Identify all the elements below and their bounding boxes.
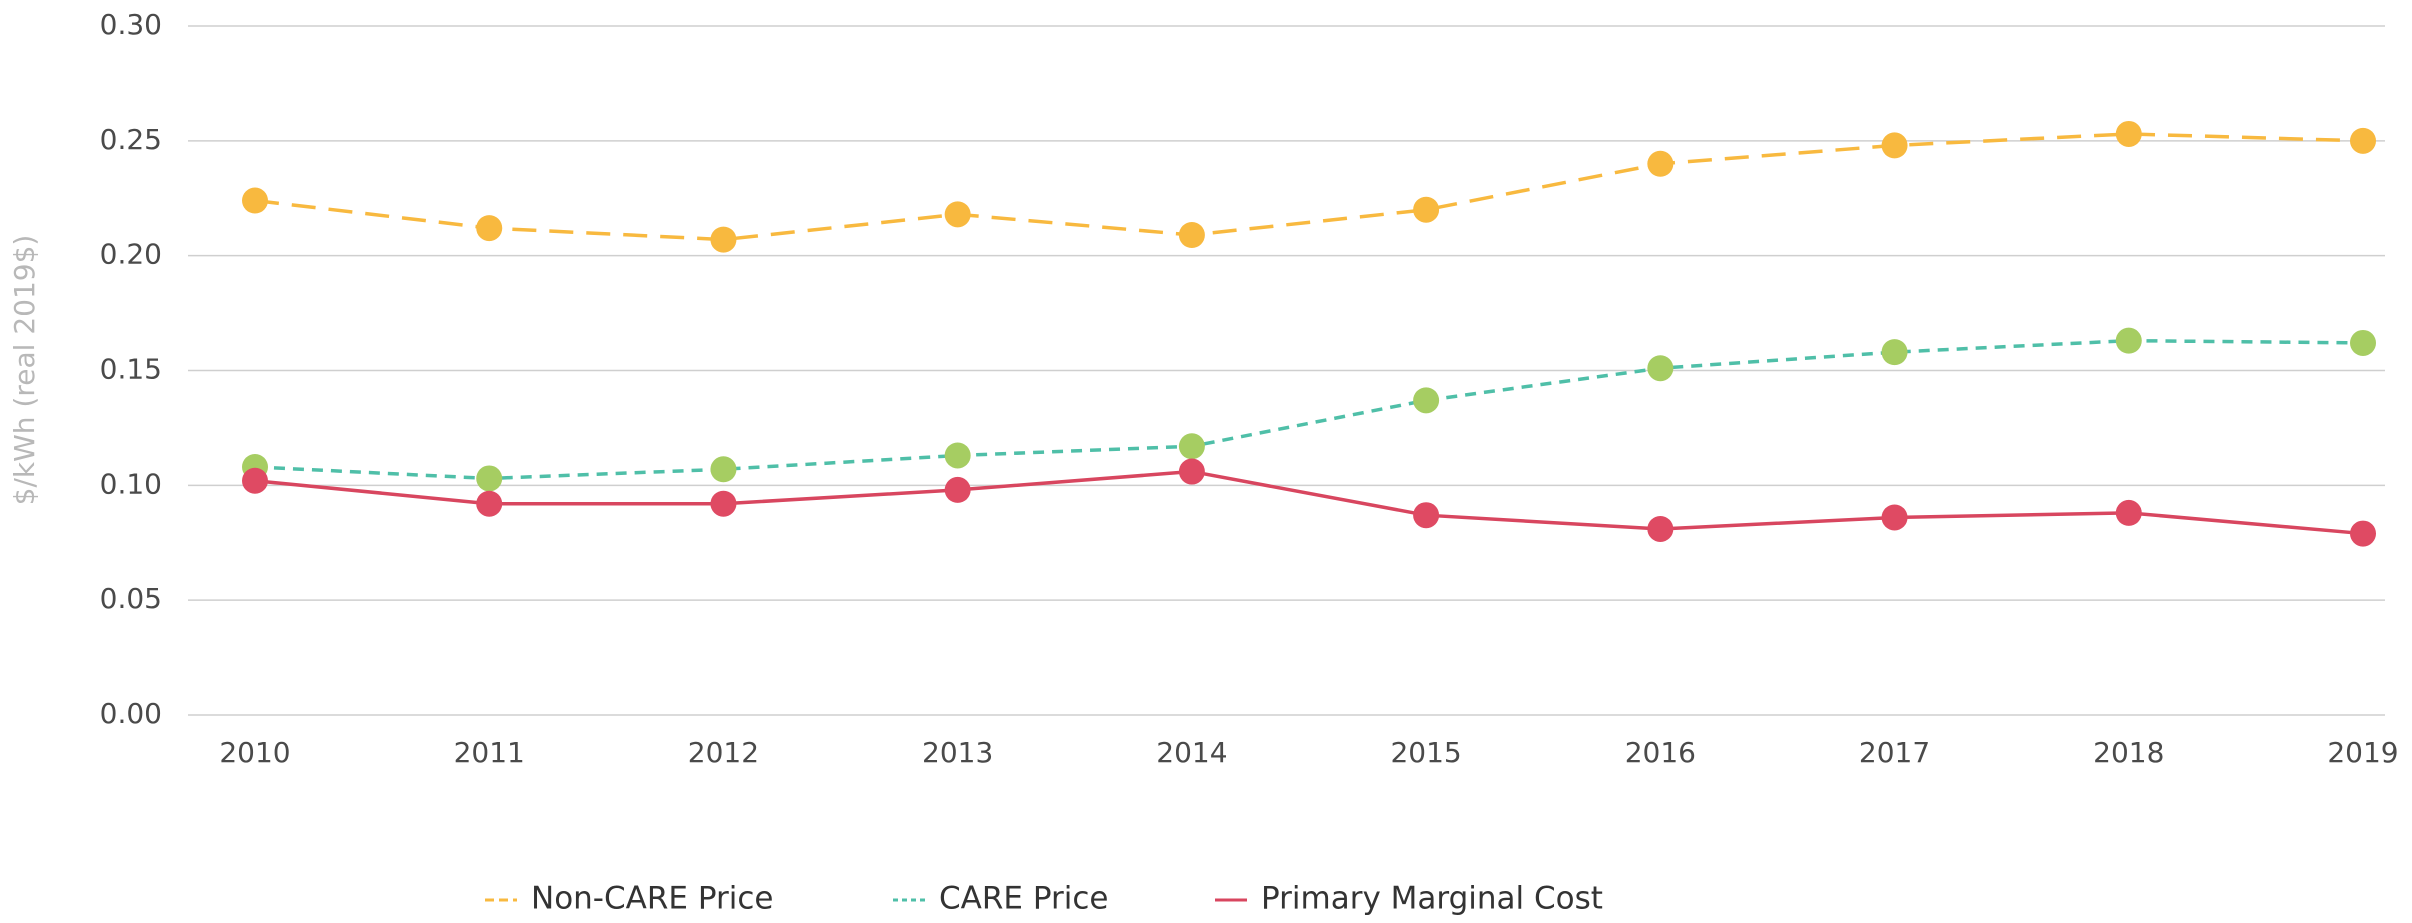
data-point (1413, 387, 1440, 414)
data-point (242, 187, 268, 214)
y-tick-label: 0.00 (100, 697, 162, 730)
x-tick-label: 2016 (1625, 736, 1696, 769)
data-point (1413, 196, 1440, 223)
data-point (476, 465, 503, 492)
data-point (1647, 355, 1674, 382)
data-point (2115, 120, 2142, 147)
data-point (1178, 458, 1205, 485)
data-point (2350, 520, 2376, 547)
legend-label: CARE Price (939, 881, 1108, 917)
y-tick-label: 0.25 (100, 123, 162, 156)
data-point (476, 490, 503, 517)
data-point (1647, 150, 1674, 177)
data-point (710, 456, 737, 483)
data-point (710, 226, 737, 253)
y-tick-label: 0.05 (100, 582, 162, 615)
data-point (944, 476, 971, 503)
x-tick-label: 2010 (219, 736, 290, 769)
x-tick-label: 2011 (454, 736, 525, 769)
y-tick-label: 0.20 (100, 238, 162, 271)
y-tick-label: 0.15 (100, 353, 162, 386)
x-tick-label: 2012 (688, 736, 759, 769)
data-point (1647, 515, 1674, 542)
data-point (1881, 504, 1908, 531)
data-point (2350, 329, 2376, 356)
legend-label: Primary Marginal Cost (1261, 881, 1603, 917)
y-tick-label: 0.10 (100, 467, 162, 500)
legend-label: Non-CARE Price (531, 881, 773, 917)
x-tick-label: 2015 (1390, 736, 1461, 769)
x-tick-label: 2017 (1859, 736, 1930, 769)
data-point (1881, 132, 1908, 159)
x-tick-label: 2018 (2093, 736, 2164, 769)
series-line (254, 469, 2364, 536)
data-point (2350, 127, 2376, 154)
data-point (1178, 221, 1205, 248)
data-point (2115, 327, 2142, 354)
data-point (944, 442, 971, 469)
y-axis-label: $/kWh (real 2019$) (8, 235, 41, 506)
data-point (710, 490, 737, 517)
data-point (2115, 499, 2142, 526)
x-tick-label: 2014 (1156, 736, 1227, 769)
data-point (242, 467, 268, 494)
data-point (1178, 433, 1205, 460)
series-line (254, 132, 2364, 242)
data-point (1413, 502, 1440, 529)
y-tick-label: 0.30 (100, 8, 162, 41)
x-tick-label: 2019 (2327, 736, 2398, 769)
series-line (254, 338, 2364, 481)
x-tick-label: 2013 (922, 736, 993, 769)
data-point (1881, 339, 1908, 366)
data-point (476, 215, 503, 242)
data-point (944, 201, 971, 228)
